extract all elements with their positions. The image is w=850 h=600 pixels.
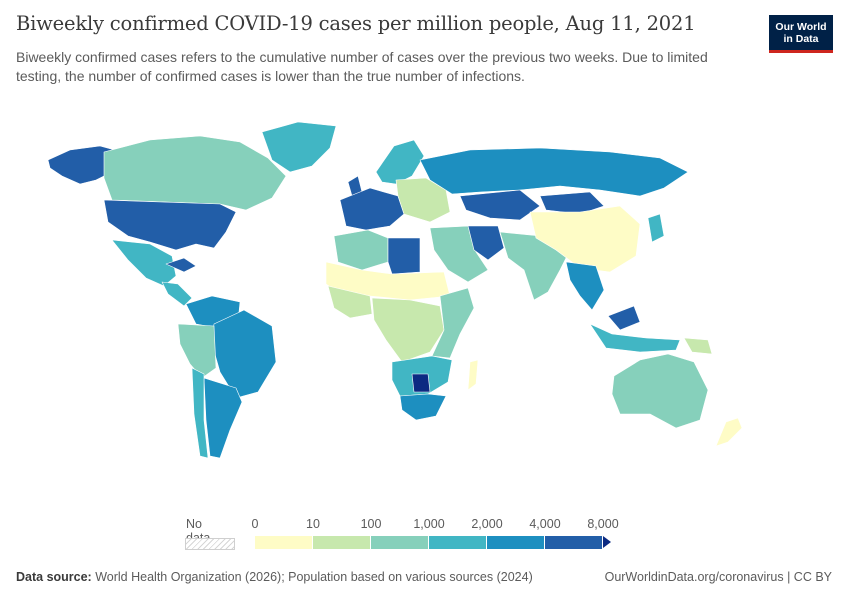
region-scandinavia	[375, 139, 425, 185]
legend-tick-label: 10	[306, 517, 320, 531]
data-source-text: World Health Organization (2026); Popula…	[95, 570, 533, 584]
region-central-america	[161, 281, 193, 307]
data-source-label: Data source:	[16, 570, 92, 584]
region-peru-bolivia	[177, 323, 217, 379]
legend-tick-label: 8,000	[587, 517, 619, 531]
region-png	[683, 337, 713, 355]
legend-bin-3	[429, 536, 487, 549]
region-kazakhstan	[459, 189, 541, 221]
region-botswana	[411, 373, 431, 393]
region-eastern-europe	[395, 177, 451, 223]
region-china	[529, 205, 641, 273]
region-iran	[467, 225, 505, 261]
legend-tick-label: 100	[360, 517, 382, 531]
region-australia	[611, 353, 709, 429]
region-chile	[191, 367, 209, 459]
legend-tick-label: 4,000	[529, 517, 561, 531]
region-western-europe	[339, 187, 405, 231]
region-usa	[103, 199, 237, 251]
data-source: Data source: World Health Organization (…	[16, 570, 533, 584]
region-canada	[103, 135, 287, 211]
region-greenland	[261, 121, 337, 173]
region-indonesia	[589, 323, 681, 353]
legend-tick-label: 0	[251, 517, 259, 531]
legend-bin-4	[487, 536, 545, 549]
logo-line-1: Our World	[775, 21, 827, 33]
region-japan	[647, 213, 665, 243]
legend-bin-5	[545, 536, 603, 549]
legend-bin-6	[603, 536, 611, 548]
region-south-africa	[399, 393, 447, 421]
region-east-africa	[431, 287, 475, 359]
legend-tick-label: 2,000	[471, 517, 503, 531]
chart-subtitle: Biweekly confirmed cases refers to the c…	[16, 49, 708, 84]
region-new-zealand	[715, 417, 743, 447]
no-data-swatch	[185, 538, 235, 550]
owid-logo[interactable]: Our World in Data	[769, 15, 833, 53]
region-cuba	[165, 257, 197, 273]
region-central-africa	[371, 297, 445, 363]
region-west-africa	[327, 285, 373, 319]
source-url-link[interactable]: OurWorldinData.org/coronavirus | CC BY	[604, 570, 832, 584]
region-russia	[419, 147, 689, 197]
legend-bins	[255, 536, 611, 549]
region-southeast-asia	[565, 261, 605, 311]
world-map	[47, 121, 743, 459]
legend-bin-1	[313, 536, 371, 549]
legend-tick-label: 1,000	[413, 517, 445, 531]
region-malaysia	[607, 305, 641, 331]
legend-bin-0	[255, 536, 313, 549]
logo-line-2: in Data	[783, 33, 819, 45]
legend-bin-2	[371, 536, 429, 549]
chart-title: Biweekly confirmed COVID-19 cases per mi…	[16, 12, 696, 35]
region-mexico	[111, 239, 177, 287]
region-madagascar	[467, 359, 479, 391]
region-argentina	[203, 377, 243, 459]
region-north-africa-west	[333, 229, 389, 271]
region-libya	[387, 237, 421, 275]
